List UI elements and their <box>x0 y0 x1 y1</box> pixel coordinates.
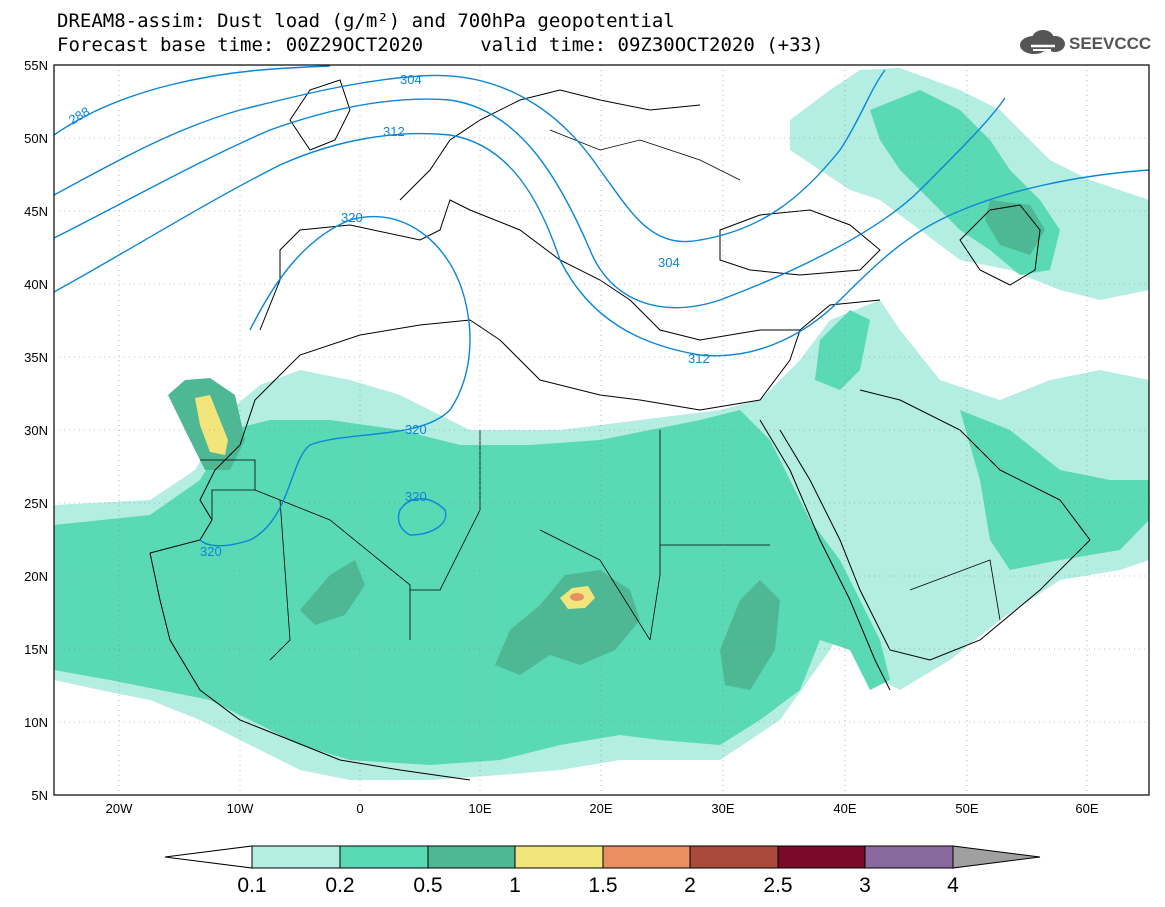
coast-west-africa <box>149 299 881 554</box>
lon-label: 0 <box>356 801 363 816</box>
graticule <box>54 65 1149 795</box>
border-6 <box>539 529 651 641</box>
colorbar-swatch <box>602 845 691 869</box>
contour-312 <box>54 132 1149 357</box>
contour-label: 320 <box>405 489 427 504</box>
coastlines <box>149 79 1091 781</box>
colorbar-label: 0.5 <box>413 874 442 897</box>
colorbar-swatch <box>427 845 516 869</box>
colorbar-label: 1.5 <box>588 874 617 897</box>
dust-patch-niger <box>300 560 365 625</box>
contour-label: 320 <box>341 210 363 225</box>
longitude-labels: 20W 10W 0 10E 20E 30E 40E 50E 60E <box>106 801 1099 816</box>
coast-caspian <box>959 204 1041 286</box>
lon-label: 10W <box>227 801 254 816</box>
contour-320 <box>199 215 471 547</box>
lon-label: 50E <box>955 801 978 816</box>
logo-text: SEEVCCC <box>1069 34 1151 53</box>
borders <box>200 129 1001 661</box>
map-title: DREAM8-assim: Dust load (g/m²) and 700hP… <box>57 10 675 32</box>
colorbar-label: 4 <box>947 874 959 897</box>
dust-band-arabia <box>960 410 1149 570</box>
lat-label: 20N <box>24 569 48 584</box>
contour-304 <box>54 97 1006 309</box>
dust-patch-morocco-yellow <box>195 395 228 455</box>
colorbar-label: 2 <box>684 874 696 897</box>
contour-320-closed <box>397 498 447 536</box>
coast-black-sea <box>719 209 881 276</box>
geopotential-contours <box>54 65 1149 547</box>
coast-arabia <box>779 389 1091 661</box>
dust-patch-sudan <box>720 580 780 690</box>
colorbar-low-arrow <box>164 845 253 869</box>
map-subtitle: Forecast base time: 00Z29OCT2020 valid t… <box>57 34 824 56</box>
dust-patch-chad <box>495 570 640 675</box>
border-8 <box>909 559 1001 621</box>
dust-band-medium <box>54 410 890 765</box>
coast-europe <box>259 199 800 341</box>
contour-label: 320 <box>200 544 222 559</box>
colorbar-swatch <box>339 845 429 869</box>
cloud-icon <box>1020 30 1065 54</box>
contour-label: 312 <box>688 351 710 366</box>
dust-load-shading <box>54 68 1149 780</box>
colorbar-swatch <box>689 845 779 869</box>
colorbar-high-arrow <box>952 845 1041 869</box>
lon-label: 40E <box>833 801 856 816</box>
border-2 <box>254 489 411 640</box>
dust-band-levant <box>815 310 870 390</box>
border-3 <box>269 499 291 661</box>
colorbar-label: 0.1 <box>237 874 266 897</box>
lat-label: 35N <box>24 350 48 365</box>
seevccc-logo: SEEVCCC <box>1020 30 1151 54</box>
lat-label: 40N <box>24 277 48 292</box>
lat-label: 25N <box>24 496 48 511</box>
contour-296 <box>54 69 886 243</box>
colorbar-swatch <box>864 845 954 869</box>
contour-288 <box>54 65 331 136</box>
lon-label: 20E <box>589 801 612 816</box>
lat-label: 5N <box>31 788 48 803</box>
coast-north-europe <box>399 89 701 201</box>
border-5 <box>649 430 661 641</box>
map-frame <box>53 64 1150 796</box>
dust-map: 288 304 312 320 304 312 320 320 320 55N … <box>24 58 1150 816</box>
lat-label: 10N <box>24 715 48 730</box>
dust-patch-chad-orange <box>570 593 584 601</box>
colorbar-swatch <box>251 845 341 869</box>
colorbar-label: 3 <box>859 874 871 897</box>
contour-label: 304 <box>400 72 422 87</box>
lat-label: 30N <box>24 423 48 438</box>
lat-label: 45N <box>24 204 48 219</box>
coast-uk <box>289 79 351 151</box>
contour-label: 312 <box>383 124 405 139</box>
lon-label: 30E <box>711 801 734 816</box>
lon-label: 10E <box>468 801 491 816</box>
lat-label: 15N <box>24 642 48 657</box>
contour-label: 304 <box>658 255 680 270</box>
colorbar-label: 1 <box>509 874 521 897</box>
colorbar-label: 2.5 <box>763 874 792 897</box>
lon-label: 60E <box>1075 801 1098 816</box>
border-9 <box>549 129 741 181</box>
dust-patch-kazakh <box>985 200 1045 255</box>
colorbar-label: 0.2 <box>325 874 354 897</box>
latitude-labels: 55N 50N 45N 40N 35N 30N 25N 20N 15N 10N … <box>24 58 48 803</box>
contour-label: 320 <box>405 422 427 437</box>
lon-label: 20W <box>106 801 133 816</box>
colorbar-swatch <box>777 845 866 869</box>
coast-red-sea <box>759 419 891 691</box>
lat-label: 50N <box>24 131 48 146</box>
colorbar-swatch <box>514 845 604 869</box>
lat-label: 55N <box>24 58 48 73</box>
